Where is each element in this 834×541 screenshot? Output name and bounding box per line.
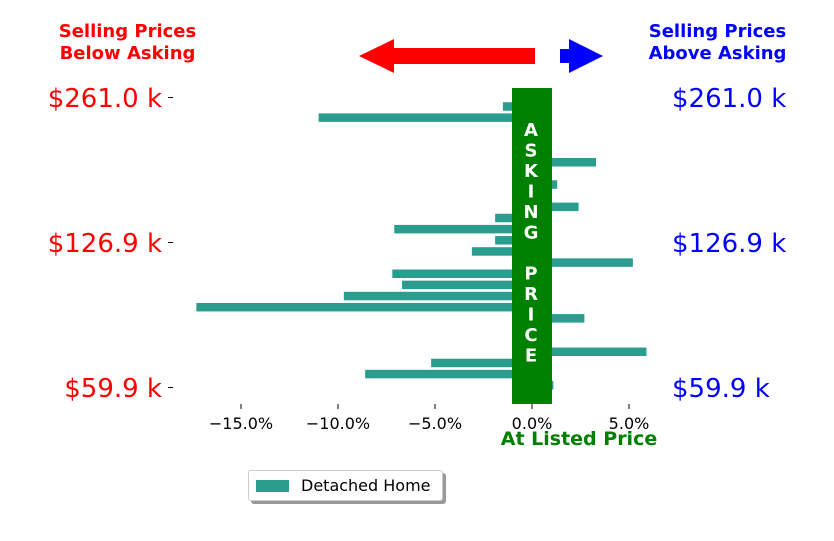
bar xyxy=(196,302,532,312)
y-tick-label-left: $261.0 k xyxy=(48,84,162,114)
asking-band-letter: P xyxy=(524,264,537,285)
x-tick-label: −15.0% xyxy=(209,414,273,433)
x-tick-label: 0.0% xyxy=(512,414,553,433)
bar xyxy=(318,113,532,122)
below-asking-header-line2: Below Asking xyxy=(59,43,196,64)
below-asking-header-line1: Selling Prices xyxy=(58,21,197,42)
bar xyxy=(471,247,532,256)
legend: Detached Home xyxy=(248,470,443,501)
bar xyxy=(365,369,532,379)
asking-price-band xyxy=(512,88,552,404)
y-tick-label-right: $261.0 k xyxy=(672,84,786,114)
above-asking-header-line2: Above Asking xyxy=(648,43,787,64)
bar xyxy=(532,347,647,357)
below-asking-arrow-icon xyxy=(359,39,535,73)
y-tick-label-left: $126.9 k xyxy=(48,229,162,259)
y-tick-label-right: $126.9 k xyxy=(672,229,786,259)
listed-price-label: At Listed Price xyxy=(501,428,657,450)
legend-swatch xyxy=(256,480,289,492)
asking-band-letter: I xyxy=(528,182,535,203)
above-asking-header: Selling Prices Above Asking xyxy=(630,21,805,65)
bar xyxy=(431,358,532,368)
asking-band-letter: S xyxy=(525,141,538,162)
above-asking-arrow-icon xyxy=(560,39,603,73)
x-tick-label: 5.0% xyxy=(609,414,650,433)
bar xyxy=(532,202,579,212)
asking-band-letter: E xyxy=(525,346,537,367)
below-asking-header: Selling Prices Below Asking xyxy=(40,21,215,65)
asking-band-letter: N xyxy=(523,202,538,223)
bar xyxy=(343,291,532,301)
y-tick-label-right: $59.9 k xyxy=(672,374,770,404)
legend-label: Detached Home xyxy=(301,476,431,495)
asking-band-letter: A xyxy=(524,120,538,141)
asking-band-letter: R xyxy=(524,284,538,305)
bar xyxy=(392,269,532,278)
asking-band-letter: I xyxy=(528,305,535,326)
bar xyxy=(532,258,633,267)
asking-band-letter: G xyxy=(524,223,539,244)
bar xyxy=(532,314,585,323)
asking-band-letter: K xyxy=(524,161,539,182)
x-tick-label: −10.0% xyxy=(306,414,370,433)
y-tick-label-left: $59.9 k xyxy=(64,374,162,404)
bar xyxy=(402,280,532,290)
bar xyxy=(394,224,532,234)
x-tick-label: −5.0% xyxy=(408,414,462,433)
bar xyxy=(532,158,597,167)
above-asking-header-line1: Selling Prices xyxy=(648,21,787,42)
asking-band-letter: C xyxy=(524,325,537,346)
